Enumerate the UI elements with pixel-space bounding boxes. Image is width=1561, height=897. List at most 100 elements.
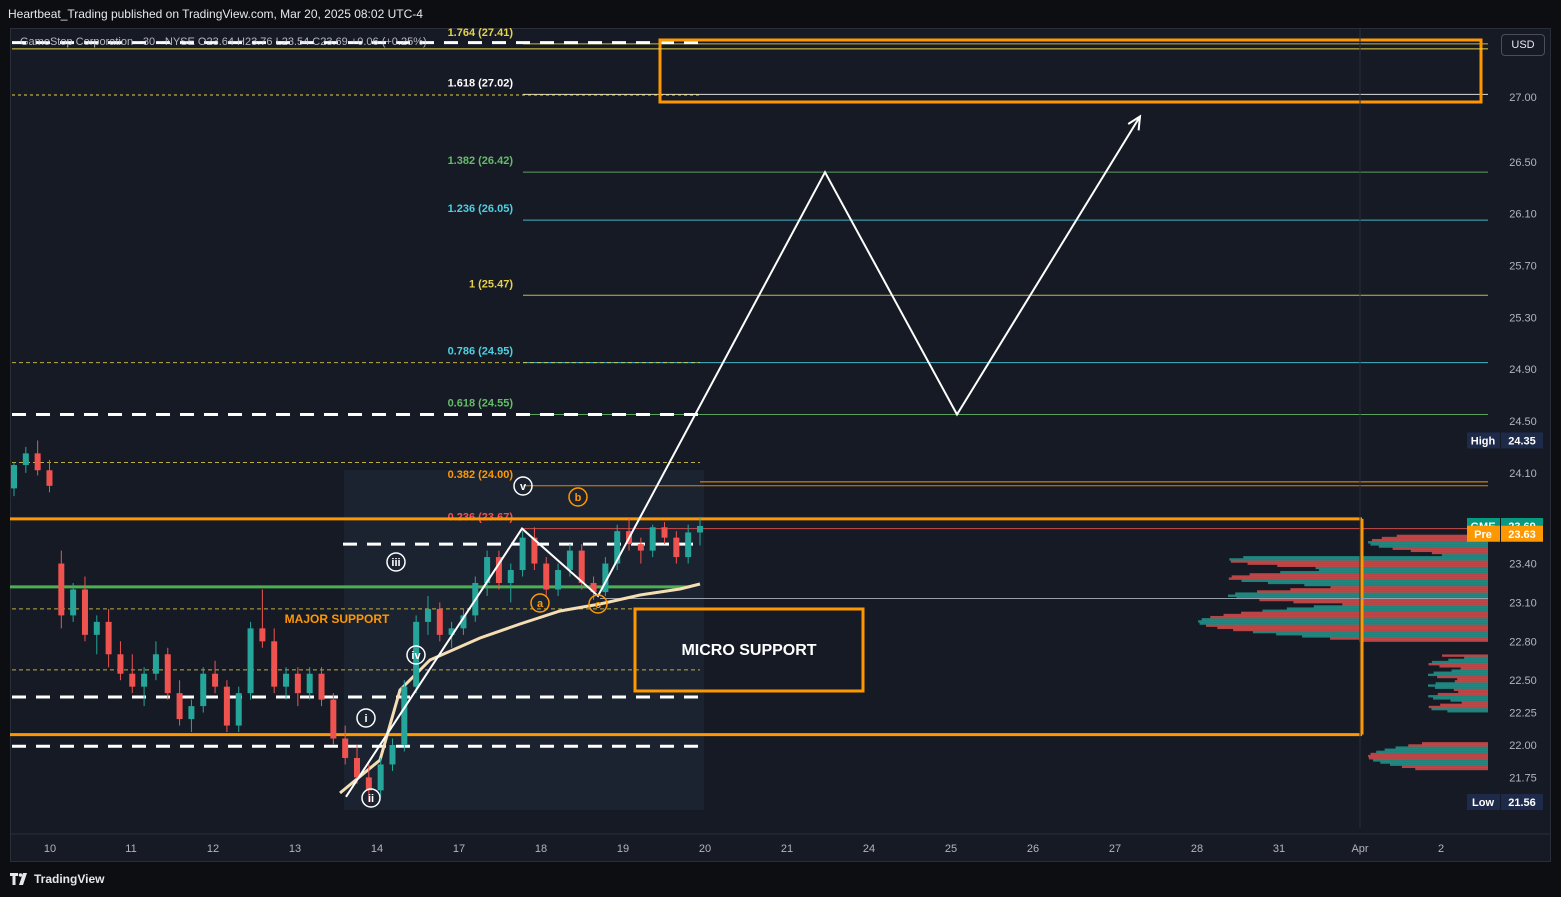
volume-profile-bar [1437, 692, 1488, 696]
wave-label-text: iii [391, 557, 400, 569]
wave-label-circle [568, 487, 588, 507]
volume-profile-bar [1304, 583, 1488, 587]
volume-profile-bar [1435, 682, 1488, 685]
volume-profile-bar [1428, 673, 1488, 677]
volume-profile-bar [1408, 744, 1488, 747]
volume-profile-bar [1318, 568, 1488, 572]
y-axis-tick-label: 24.10 [1509, 468, 1537, 480]
price-badge-label-bg [1467, 794, 1500, 811]
y-axis-tick-label: 24.50 [1509, 416, 1537, 428]
x-axis-tick-label: 13 [289, 843, 301, 855]
candle-body [81, 589, 88, 635]
y-axis-tick-label: 26.10 [1509, 209, 1537, 221]
y-axis-tick-label: 25.70 [1509, 260, 1537, 272]
wave-zone-shade [344, 470, 704, 810]
tradingview-branding[interactable]: TradingView [10, 871, 104, 887]
wave-label-circle [386, 552, 406, 572]
x-axis-tick-label: 11 [125, 843, 136, 855]
symbol-info-line: GameStop Corporation · 30 · NYSE O23.64 … [20, 36, 427, 48]
y-axis-tick-label: 22.50 [1509, 675, 1537, 687]
candle-body [117, 654, 124, 674]
price-chart[interactable]: 1.764 (27.41) 1.618 (27.02) 1.382 (26.42) 1… [10, 28, 1551, 862]
volume-profile-bar [1381, 536, 1488, 540]
volume-profile-bar [1198, 620, 1488, 623]
volume-profile-bar [1228, 577, 1488, 580]
candle-body [34, 453, 41, 471]
y-axis-tick-label: 23.10 [1509, 597, 1537, 609]
volume-profile-bar [1378, 545, 1488, 548]
wave-label-v: v [513, 476, 533, 496]
x-axis-tick-label: 20 [699, 843, 711, 855]
price-badge-label: Pre [1474, 529, 1492, 541]
micro-support-box [633, 607, 865, 693]
x-axis-tick-label: 12 [207, 843, 219, 855]
fib-level-label: 1.764 (27.41) [448, 28, 514, 39]
volume-profile-bar [1451, 669, 1488, 672]
candle-body [141, 673, 148, 687]
volume-profile-bar [1428, 695, 1488, 698]
volume-profile-bar [1448, 658, 1488, 662]
candle-body [697, 525, 703, 533]
wave-label-circle [356, 708, 376, 728]
fib-level-label: 1.382 (26.42) [448, 155, 514, 167]
price-badge-value-bg [1501, 432, 1543, 449]
volume-profile-bar [1437, 675, 1488, 679]
price-badge-value: 23.63 [1508, 529, 1536, 541]
volume-profile-bar [1461, 701, 1488, 704]
fib-level-label: 0.786 (24.95) [448, 346, 514, 358]
volume-profile-bar [1431, 707, 1488, 711]
volume-profile-bar [1368, 541, 1488, 544]
y-axis-tick-label: 27.00 [1509, 92, 1537, 104]
candle-body [235, 693, 242, 726]
volume-profile-bar [1247, 562, 1488, 565]
volume-profile-bar [1380, 761, 1488, 764]
volume-profile-bar [1422, 742, 1488, 745]
price-badge-value-bg [1501, 794, 1543, 811]
volume-profile-bar [1330, 586, 1488, 589]
candle-body [484, 557, 491, 583]
candle-body [354, 757, 360, 778]
volume-profile-bar [1442, 654, 1488, 657]
candle-body [129, 673, 136, 687]
fib-level-label: 0.382 (24.00) [448, 469, 514, 481]
wave-label-text: iv [411, 650, 421, 662]
volume-profile-bar [1428, 684, 1488, 687]
candle-body [93, 621, 100, 635]
volume-profile-bar [1370, 752, 1488, 756]
wave-label-text: c [595, 599, 601, 611]
volume-profile-bar [1315, 566, 1488, 570]
fib-level-label: 1 (25.47) [469, 278, 513, 290]
volume-profile-bar [1243, 556, 1488, 559]
chart-pane[interactable] [10, 28, 1551, 862]
candle-body [448, 628, 455, 635]
fib-level-label: 0.618 (24.55) [448, 398, 514, 410]
x-axis-tick-label: 26 [1027, 843, 1039, 855]
candle-body [22, 453, 29, 466]
published-by-header: Heartbeat_Trading published on TradingVi… [8, 7, 423, 21]
volume-profile-bar [1457, 677, 1488, 681]
y-axis-tick-label: 26.50 [1509, 157, 1537, 169]
volume-profile-bar [1249, 573, 1488, 576]
candle-body [590, 583, 597, 593]
volume-profile-bar [1286, 607, 1488, 610]
volume-profile-bar [1201, 618, 1488, 621]
volume-profile-bar [1280, 571, 1488, 574]
wave-label-ii: ii [361, 788, 381, 808]
price-badge-high: High 24.35 [1467, 432, 1543, 449]
candle-body [105, 621, 112, 655]
candle-body [436, 608, 443, 635]
volume-profile-bar [1230, 560, 1488, 563]
wave-label-a: a [530, 593, 550, 613]
candle-body [188, 706, 195, 720]
y-axis-tick-label: 22.25 [1509, 708, 1537, 720]
x-axis-tick-label: Apr [1351, 843, 1368, 855]
volume-profile-bar [1376, 750, 1488, 754]
volume-profile-bar [1368, 757, 1488, 760]
volume-profile-bar [1460, 667, 1488, 670]
wave-label-text: i [364, 713, 367, 725]
candle-body [176, 693, 183, 720]
currency-button[interactable]: USD [1501, 34, 1545, 56]
x-axis-tick-label: 25 [945, 843, 957, 855]
volume-profile-bar [1434, 686, 1488, 689]
candle-body [685, 532, 692, 558]
